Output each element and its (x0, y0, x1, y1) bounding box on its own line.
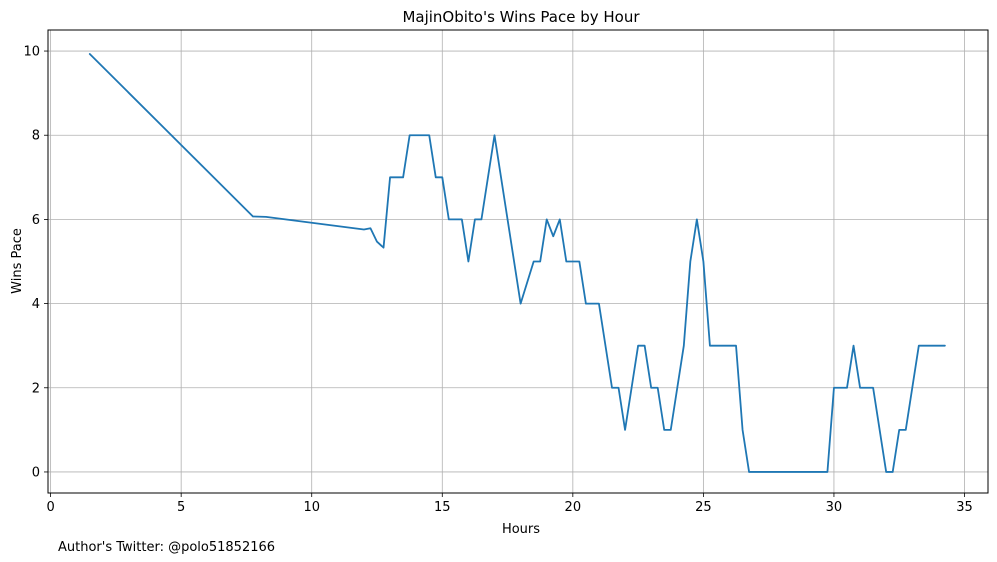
y-tick-label: 10 (23, 45, 40, 60)
series-layer (88, 53, 946, 473)
y-tick-label: 6 (32, 213, 40, 228)
grid (48, 30, 988, 493)
chart-title: MajinObito's Wins Pace by Hour (402, 8, 640, 26)
x-axis-label: Hours (502, 522, 540, 537)
y-tick-label: 8 (32, 129, 40, 144)
y-axis-ticks: 0 2 4 6 8 10 (23, 45, 48, 480)
plot-frame (47, 29, 989, 494)
y-axis-label: Wins Pace (10, 228, 25, 294)
x-tick-label: 15 (434, 500, 451, 515)
author-twitter-footer: Author's Twitter: @polo51852166 (58, 540, 275, 555)
x-tick-label: 35 (956, 500, 973, 515)
x-tick-label: 10 (303, 500, 320, 515)
x-axis-ticks: 0 5 10 15 20 25 30 35 (46, 493, 973, 515)
x-tick-label: 25 (695, 500, 712, 515)
y-tick-label: 2 (32, 381, 40, 396)
x-tick-label: 5 (177, 500, 185, 515)
x-tick-label: 30 (826, 500, 843, 515)
series-line-0 (88, 53, 946, 473)
x-tick-label: 0 (46, 500, 54, 515)
y-tick-label: 0 (32, 465, 40, 480)
y-tick-label: 4 (32, 297, 40, 312)
x-tick-label: 20 (565, 500, 582, 515)
